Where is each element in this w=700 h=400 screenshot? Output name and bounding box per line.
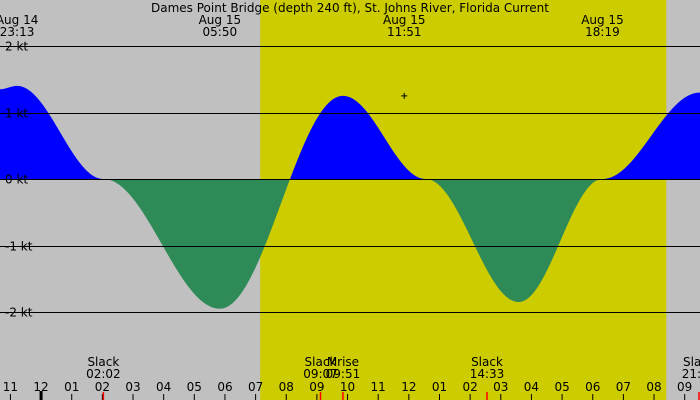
top-label-time: 05:50: [203, 25, 238, 39]
chart-text: Dames Point Bridge (depth 240 ft), St. J…: [0, 1, 700, 381]
event-label-name: Slack: [683, 355, 700, 369]
top-label-time: 18:19: [585, 25, 620, 39]
x-tick-label: 06: [217, 380, 232, 394]
flood-current-area: [0, 85, 700, 179]
x-tick-label: 08: [279, 380, 294, 394]
x-tick-label: 07: [616, 380, 631, 394]
y-tick-label: -1 kt: [5, 240, 33, 254]
event-label-name: Slack: [471, 355, 503, 369]
event-label-time: 14:33: [470, 367, 505, 381]
x-tick-label: 02: [462, 380, 477, 394]
x-tick-label: 12: [33, 380, 48, 394]
top-label-time: 11:51: [387, 25, 422, 39]
x-tick-label: 11: [3, 380, 18, 394]
x-tick-label: 07: [248, 380, 263, 394]
y-tick-label: 0 kt: [5, 173, 28, 187]
current-areas: [0, 85, 700, 309]
x-tick-label: 02: [95, 380, 110, 394]
event-label-time: 09:51: [326, 367, 361, 381]
x-tick-label: 01: [64, 380, 79, 394]
event-label-name: Slack: [87, 355, 119, 369]
event-label-time: 09:07: [303, 367, 338, 381]
x-tick-label: 03: [493, 380, 508, 394]
event-label-name: Mrise: [327, 355, 359, 369]
peak-markers: [401, 92, 408, 99]
x-tick-label: 09: [309, 380, 324, 394]
y-tick-label: 2 kt: [5, 40, 28, 54]
gridlines: 2 kt 1 kt 0 kt -1 kt -2 kt: [0, 40, 700, 320]
ebb-current-area: [0, 179, 700, 309]
top-label-date: Aug 15: [199, 13, 242, 27]
x-tick-label: 08: [646, 380, 661, 394]
x-tick-label: 04: [524, 380, 539, 394]
x-tick-label: 03: [125, 380, 140, 394]
event-label-name: Slack: [305, 355, 337, 369]
x-axis: 11 12 01 02 03 04 05 06 07 08 09 10 11 12 01 02 03 04 05 06…: [3, 380, 700, 400]
top-label-date: Aug 15: [383, 13, 426, 27]
x-tick-label: 11: [371, 380, 386, 394]
x-tick-label: 10: [340, 380, 355, 394]
event-label-time: 21:28: [682, 367, 700, 381]
x-tick-label: 06: [585, 380, 600, 394]
x-tick-label: 12: [401, 380, 416, 394]
x-tick-label: 09: [677, 380, 692, 394]
y-tick-label: 1 kt: [5, 107, 28, 121]
x-tick-label: 05: [187, 380, 202, 394]
top-label-date: Aug 14: [0, 13, 38, 27]
event-label-time: 02:02: [86, 367, 121, 381]
chart-title: Dames Point Bridge (depth 240 ft), St. J…: [151, 1, 549, 15]
x-tick-label: 05: [554, 380, 569, 394]
top-label-date: Aug 15: [581, 13, 624, 27]
x-tick-label: 01: [432, 380, 447, 394]
top-label-time: 23:13: [0, 25, 34, 39]
x-tick-label: 04: [156, 380, 171, 394]
y-tick-label: -2 kt: [5, 306, 33, 320]
